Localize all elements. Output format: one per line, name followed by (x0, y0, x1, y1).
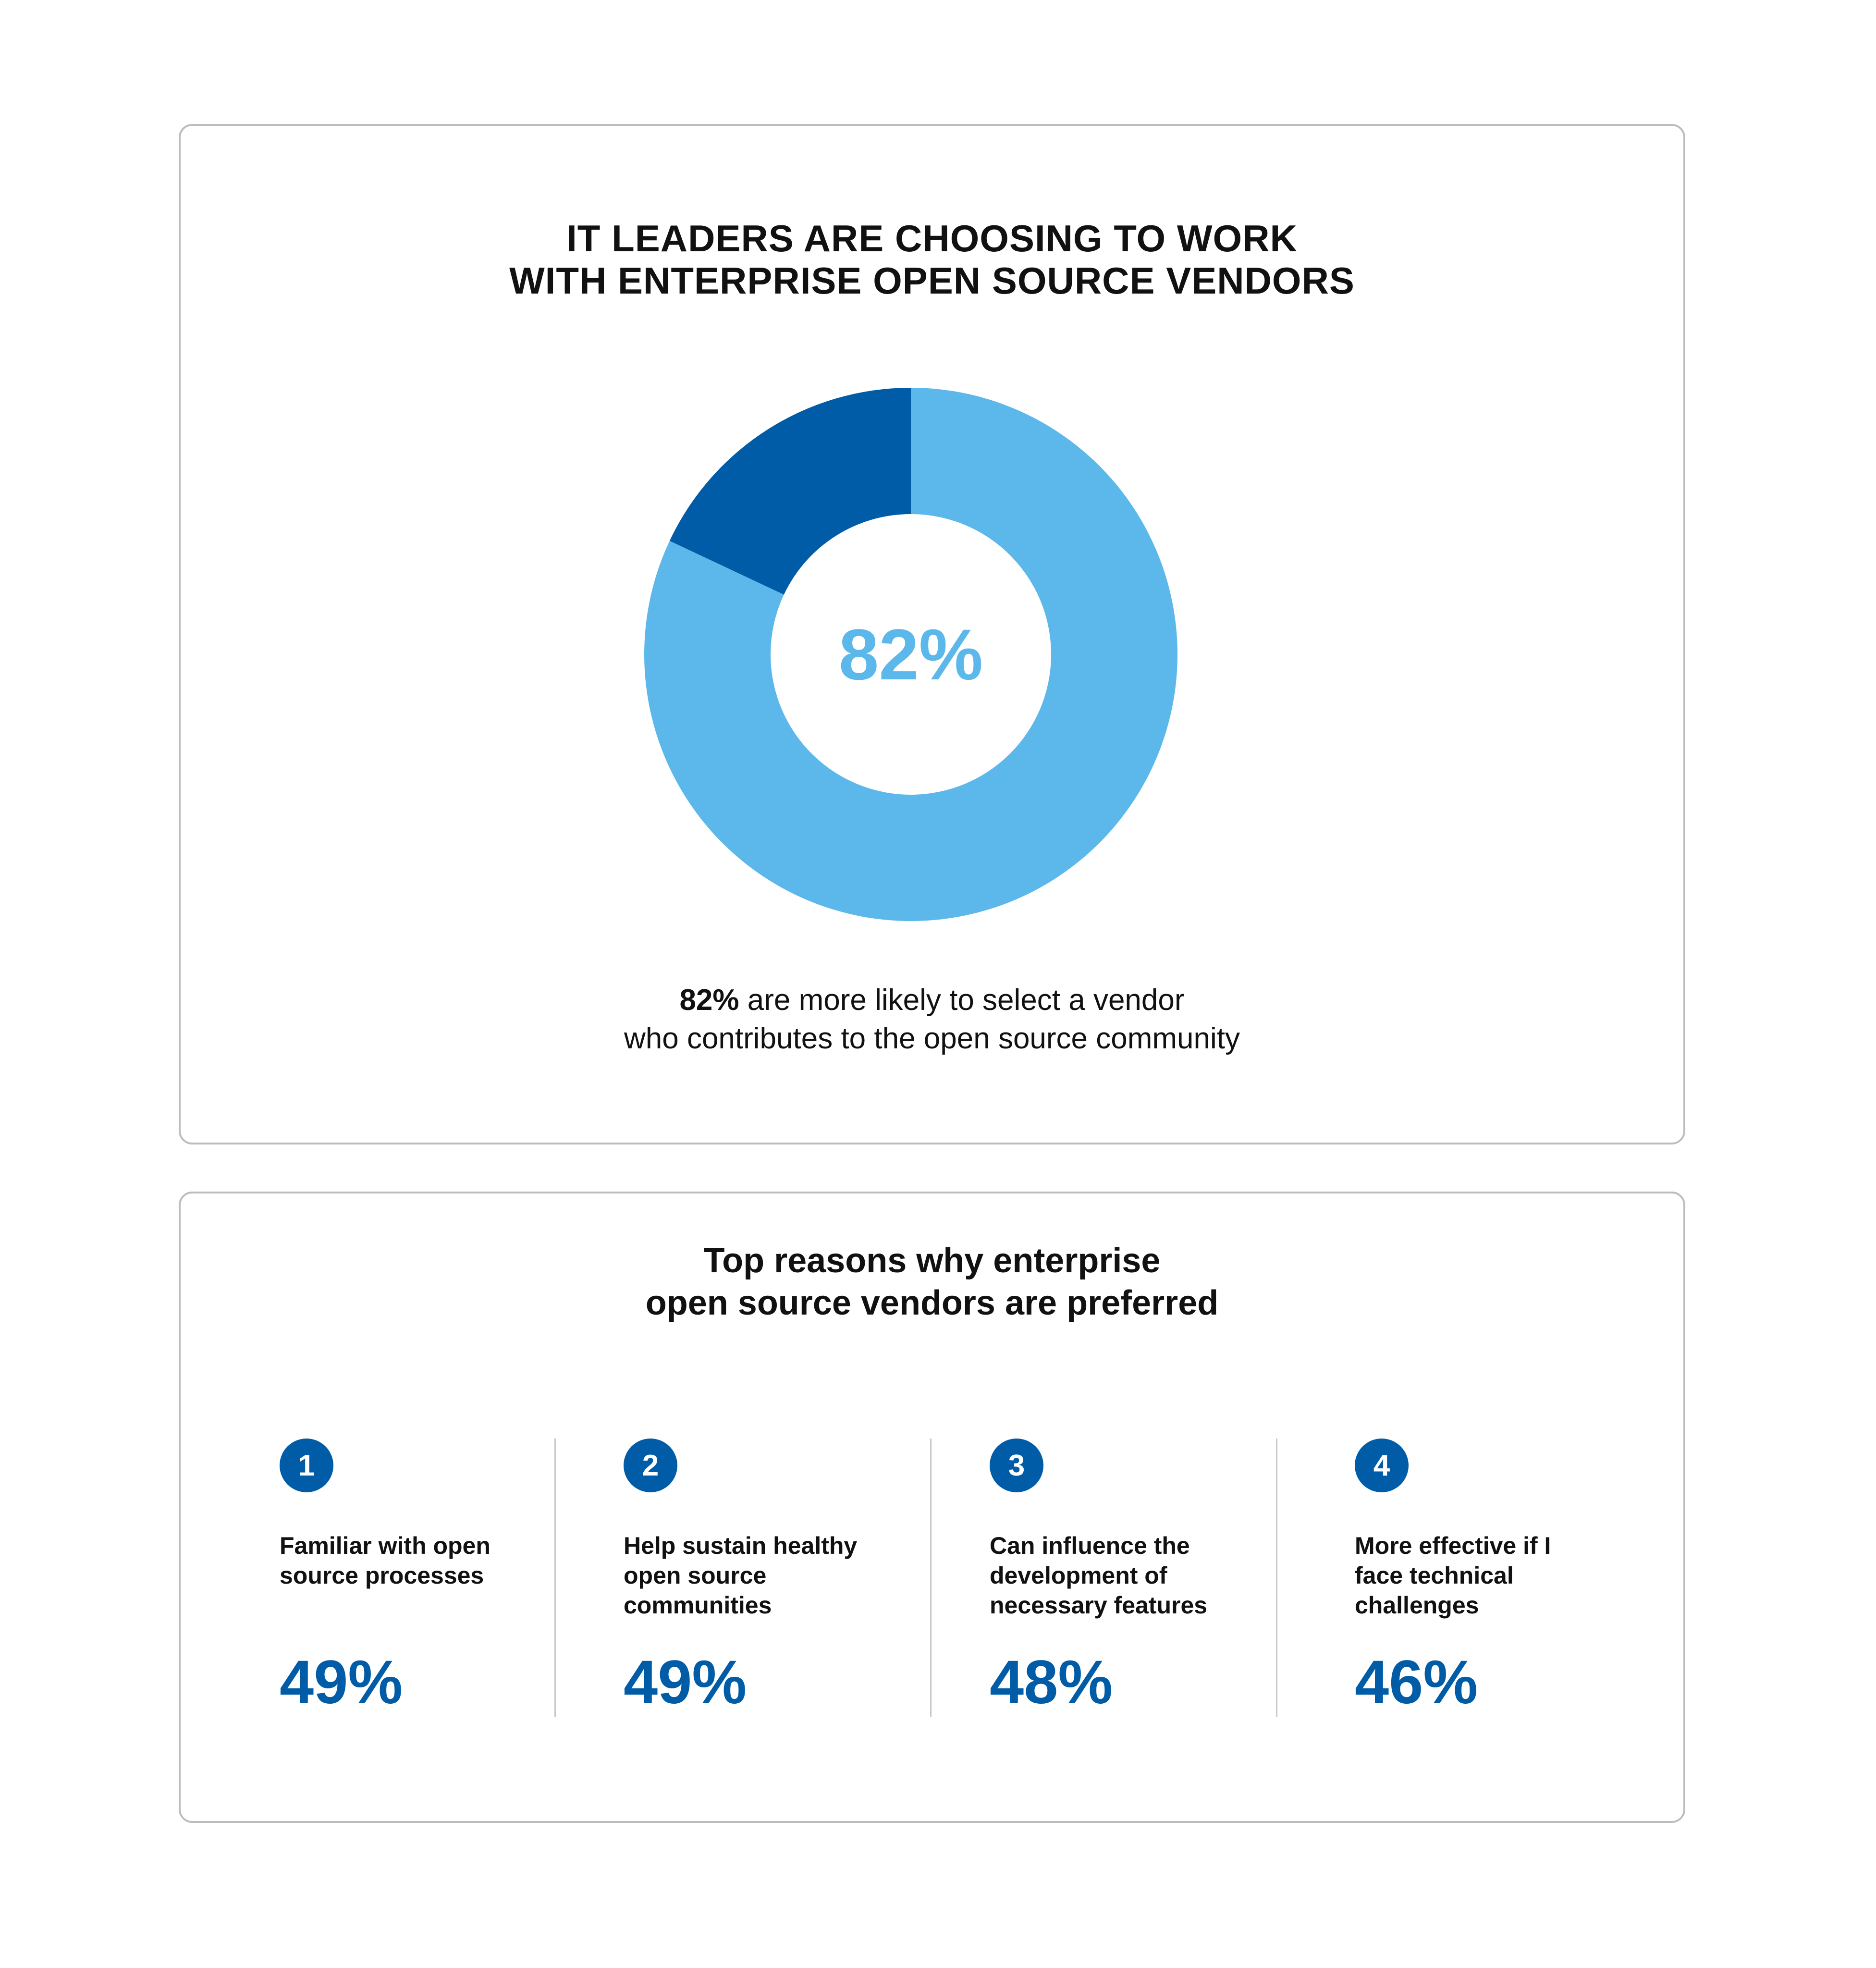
reason-item-2: 2 Help sustain healthy open source commu… (624, 1439, 893, 1716)
top-card-title: IT LEADERS ARE CHOOSING TO WORK WITH ENT… (181, 217, 1683, 302)
reason-value: 46% (1355, 1648, 1478, 1717)
reason-label: Help sustain healthy open source communi… (624, 1532, 858, 1619)
reason-value: 49% (280, 1648, 403, 1717)
bottom-title-line2: open source vendors are preferred (645, 1284, 1219, 1322)
reason-number-badge: 3 (990, 1439, 1043, 1492)
caption-bold-value: 82% (679, 984, 739, 1017)
bottom-card: Top reasons why enterprise open source v… (179, 1192, 1685, 1823)
reason-value: 49% (624, 1648, 747, 1717)
column-divider (1276, 1439, 1277, 1717)
top-card: IT LEADERS ARE CHOOSING TO WORK WITH ENT… (179, 124, 1685, 1144)
donut-slice-1 (644, 388, 1177, 921)
donut-chart (644, 388, 1177, 921)
caption-text-line2: who contributes to the open source commu… (624, 1022, 1240, 1055)
chart-caption: 82% are more likely to select a vendor w… (181, 981, 1683, 1058)
reason-item-1: 1 Familiar with open source processes 49… (280, 1439, 549, 1716)
reason-value: 48% (990, 1648, 1113, 1717)
bottom-card-title: Top reasons why enterprise open source v… (181, 1240, 1683, 1324)
top-title-line1: IT LEADERS ARE CHOOSING TO WORK (566, 217, 1298, 259)
top-title-line2: WITH ENTERPRISE OPEN SOURCE VENDORS (509, 259, 1355, 302)
bottom-title-line1: Top reasons why enterprise (703, 1242, 1161, 1280)
reason-label: More effective if I face technical chall… (1355, 1532, 1551, 1619)
reason-label: Familiar with open source processes (280, 1532, 490, 1589)
caption-text-line1: are more likely to select a vendor (739, 984, 1185, 1017)
reason-number-badge: 1 (280, 1439, 333, 1492)
donut-slice-2 (669, 388, 911, 595)
reason-label: Can influence the development of necessa… (990, 1532, 1208, 1619)
reason-number-badge: 4 (1355, 1439, 1409, 1492)
column-divider (930, 1439, 932, 1717)
reason-item-4: 4 More effective if I face technical cha… (1355, 1439, 1624, 1716)
reason-number-badge: 2 (624, 1439, 677, 1492)
column-divider (554, 1439, 556, 1717)
reason-item-3: 3 Can influence the development of neces… (990, 1439, 1259, 1716)
